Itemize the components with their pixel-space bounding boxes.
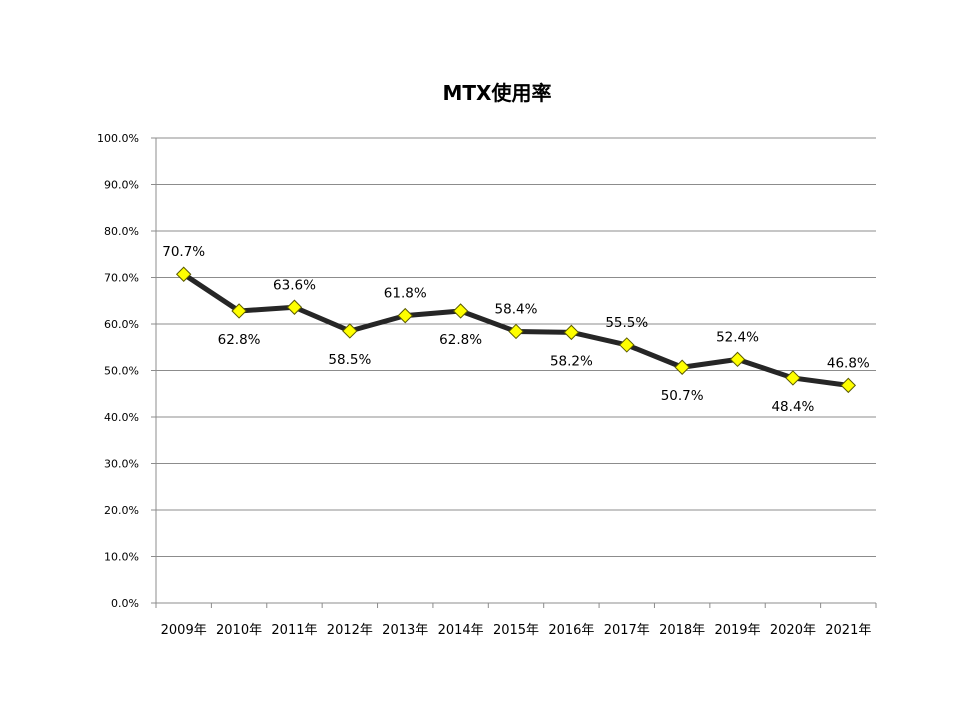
data-point-marker [785,370,801,386]
x-tick-label: 2021年 [825,623,871,638]
data-label: 63.6% [273,277,316,293]
data-label: 58.5% [328,352,371,368]
data-label: 50.7% [661,388,704,404]
data-label: 48.4% [771,399,814,415]
x-tick-label: 2011年 [271,623,317,638]
y-tick-label: 40.0% [104,411,139,424]
x-tick-label: 2017年 [604,623,650,638]
data-point-marker [175,266,192,282]
x-tick-label: 2014年 [438,623,484,638]
x-tick-label: 2013年 [382,623,428,638]
data-point-marker [286,299,303,315]
data-label: 62.8% [439,332,482,348]
x-tick-label: 2009年 [161,623,207,638]
y-tick-label: 80.0% [104,225,139,238]
data-point-marker [563,324,580,341]
x-axis-tick-labels: 2009年 2010年 2011年 2012年 2013年 2014年 2015年 2016年… [161,623,872,638]
data-point-marker [619,337,635,353]
y-tick-label: 30.0% [104,458,139,471]
y-tick-label: 60.0% [104,318,139,331]
chart-title: MTX使用率 [443,81,552,105]
x-tick-label: 2020年 [770,623,816,638]
data-point-marker [729,351,746,368]
y-tick-label: 50.0% [104,365,139,378]
y-axis-tick-labels: 0.0% 10.0% 20.0% 30.0% 40.0% 50.0% 60.0% 70.0% 8… [97,132,139,610]
data-point-marker [452,303,469,319]
data-label: 62.8% [218,332,261,348]
y-tick-label: 0.0% [111,597,139,610]
data-point-marker [231,303,247,319]
y-tick-label: 100.0% [97,132,139,145]
x-tick-label: 2016年 [548,623,594,638]
data-labels: 70.7% 62.8% 63.6% 58.5% 61.8% 62.8% 58.4% 58.2%… [162,244,870,415]
x-tick-label: 2015年 [493,623,539,638]
gridlines [156,137,876,557]
y-tick-label: 90.0% [104,179,139,192]
data-label: 46.8% [827,355,870,371]
data-label: 55.5% [605,315,648,331]
data-label: 61.8% [384,286,427,302]
axes [151,137,877,608]
y-tick-label: 20.0% [104,504,139,517]
data-point-marker [674,359,690,375]
data-label: 58.4% [495,301,538,317]
y-tick-label: 70.0% [104,272,139,285]
data-point-marker [840,377,857,394]
series [175,266,857,394]
x-tick-label: 2010年 [216,623,262,638]
y-tick-label: 10.0% [104,551,139,564]
data-point-marker [508,323,524,340]
data-point-marker [397,307,413,324]
x-tick-label: 2012年 [327,623,373,638]
data-label: 52.4% [716,329,759,345]
data-label: 70.7% [162,244,205,260]
data-label: 58.2% [550,353,593,369]
x-tick-label: 2018年 [659,623,705,638]
x-tick-label: 2019年 [714,623,760,638]
data-point-marker [342,323,358,339]
